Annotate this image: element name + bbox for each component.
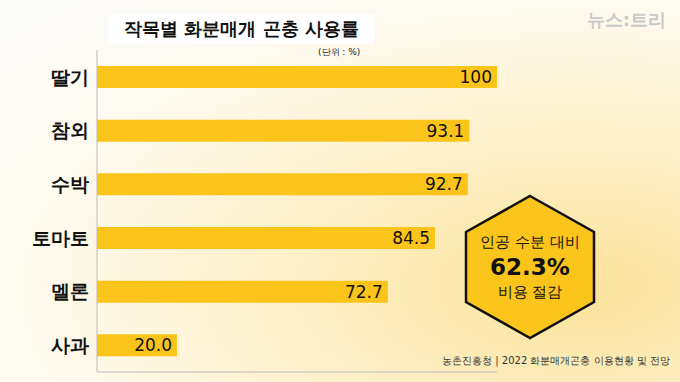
svg-text:72.7: 72.7 bbox=[345, 282, 383, 302]
html-text:(단위 : %): (단위 : %) bbox=[318, 47, 361, 57]
html-text:비용 절감: 비용 절감 bbox=[497, 283, 563, 301]
svg-text:100: 100 bbox=[460, 67, 492, 87]
svg-text:20.0: 20.0 bbox=[134, 335, 172, 355]
html-text:뉴스:트리: 뉴스:트리 bbox=[586, 9, 666, 30]
svg-text:딸기: 딸기 bbox=[51, 66, 89, 88]
svg-text:84.5: 84.5 bbox=[392, 228, 430, 248]
html-text:농촌진흥청 | 2022 화분매개곤충 이용현황 및 전망: 농촌진흥청 | 2022 화분매개곤충 이용현황 및 전망 bbox=[442, 355, 670, 366]
svg-text:멜론: 멜론 bbox=[51, 280, 89, 302]
html-text:작목별 화분매개 곤충 사용률: 작목별 화분매개 곤충 사용률 bbox=[124, 18, 359, 39]
svg-text:수박: 수박 bbox=[51, 173, 89, 195]
html-text:인공 수분 대비: 인공 수분 대비 bbox=[480, 233, 580, 251]
svg-text:92.7: 92.7 bbox=[425, 174, 463, 194]
svg-text:사과: 사과 bbox=[51, 334, 89, 356]
svg-text:93.1: 93.1 bbox=[427, 121, 465, 141]
svg-text:참외: 참외 bbox=[51, 119, 89, 141]
svg-text:토마토: 토마토 bbox=[32, 227, 89, 249]
html-text:62.3%: 62.3% bbox=[490, 254, 570, 280]
